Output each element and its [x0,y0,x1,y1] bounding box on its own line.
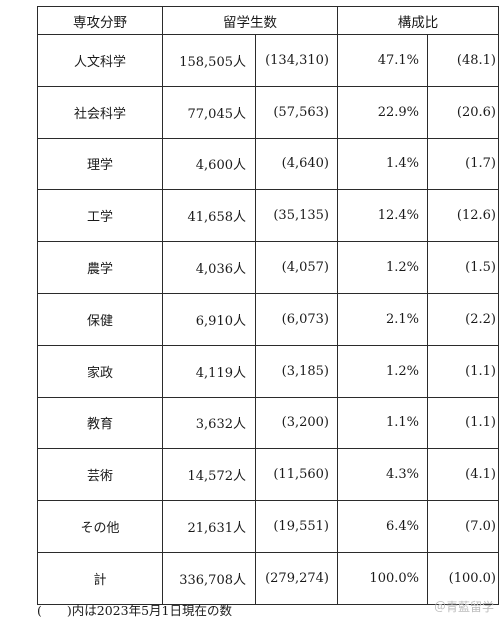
header-ratio: 構成比 [337,6,499,35]
table-header-row: 専攻分野 留学生数 構成比 [37,6,499,35]
prev-pct-cell: (7.0) [427,500,499,553]
prev-count-cell: (6,073) [255,292,338,346]
count-cell: 4,600人 [162,137,256,191]
prev-pct-cell: (2.2) [427,292,499,346]
table-row: 社会科学 77,045人 (57,563) 22.9% (20.6) [37,85,499,139]
pct-cell: 1.2% [337,344,428,398]
pct-cell: 22.9% [337,85,428,139]
count-cell: 336,708人 [162,551,256,605]
count-cell: 6,910人 [162,292,256,346]
prev-count-cell: (3,185) [255,344,338,398]
table-row: その他 21,631人 (19,551) 6.4% (7.0) [37,500,499,553]
prev-count-cell: (35,135) [255,189,338,243]
prev-pct-cell: (100.0) [427,551,499,605]
prev-pct-cell: (12.6) [427,189,499,243]
header-field: 専攻分野 [37,6,163,35]
field-cell: 人文科学 [37,34,163,87]
prev-count-cell: (11,560) [255,448,338,502]
prev-pct-cell: (1.1) [427,344,499,398]
prev-pct-cell: (1.7) [427,137,499,191]
count-cell: 14,572人 [162,448,256,502]
students-by-field-table: 専攻分野 留学生数 構成比 人文科学 158,505人 (134,310) 47.1%… [37,6,499,605]
prev-count-cell: (4,640) [255,137,338,191]
count-cell: 158,505人 [162,34,256,87]
table-row: 農学 4,036人 (4,057) 1.2% (1.5) [37,241,499,294]
field-cell: 社会科学 [37,85,163,139]
pct-cell: 1.4% [337,137,428,191]
field-cell: 農学 [37,241,163,294]
table-body: 人文科学 158,505人 (134,310) 47.1% (48.1) 社会科学 77,0… [37,34,499,605]
pct-cell: 1.2% [337,241,428,294]
prev-count-cell: (4,057) [255,241,338,294]
prev-pct-cell: (4.1) [427,448,499,502]
pct-cell: 4.3% [337,448,428,502]
footnote: ( )内は2023年5月1日現在の数 [37,603,232,618]
prev-count-cell: (279,274) [255,551,338,605]
field-cell: 理学 [37,137,163,191]
pct-cell: 1.1% [337,396,428,450]
table-row: 保健 6,910人 (6,073) 2.1% (2.2) [37,292,499,346]
prev-pct-cell: (1.5) [427,241,499,294]
pct-cell: 12.4% [337,189,428,243]
field-cell: 工学 [37,189,163,243]
table-row: 家政 4,119人 (3,185) 1.2% (1.1) [37,344,499,398]
watermark: ＠青藍留学 [433,600,494,614]
pct-cell: 47.1% [337,34,428,87]
table-row: 工学 41,658人 (35,135) 12.4% (12.6) [37,189,499,243]
prev-count-cell: (3,200) [255,396,338,450]
pct-cell: 100.0% [337,551,428,605]
table-row: 芸術 14,572人 (11,560) 4.3% (4.1) [37,448,499,502]
count-cell: 4,119人 [162,344,256,398]
pct-cell: 2.1% [337,292,428,346]
count-cell: 77,045人 [162,85,256,139]
prev-pct-cell: (1.1) [427,396,499,450]
prev-count-cell: (57,563) [255,85,338,139]
field-cell: その他 [37,500,163,553]
field-cell: 芸術 [37,448,163,502]
field-cell: 保健 [37,292,163,346]
table-row: 計 336,708人 (279,274) 100.0% (100.0) [37,551,499,605]
table-row: 理学 4,600人 (4,640) 1.4% (1.7) [37,137,499,191]
table-row: 教育 3,632人 (3,200) 1.1% (1.1) [37,396,499,450]
field-cell: 家政 [37,344,163,398]
count-cell: 21,631人 [162,500,256,553]
count-cell: 3,632人 [162,396,256,450]
prev-count-cell: (19,551) [255,500,338,553]
field-cell: 計 [37,551,163,605]
table-row: 人文科学 158,505人 (134,310) 47.1% (48.1) [37,34,499,87]
prev-pct-cell: (20.6) [427,85,499,139]
pct-cell: 6.4% [337,500,428,553]
prev-pct-cell: (48.1) [427,34,499,87]
count-cell: 41,658人 [162,189,256,243]
count-cell: 4,036人 [162,241,256,294]
header-students: 留学生数 [162,6,338,35]
prev-count-cell: (134,310) [255,34,338,87]
field-cell: 教育 [37,396,163,450]
